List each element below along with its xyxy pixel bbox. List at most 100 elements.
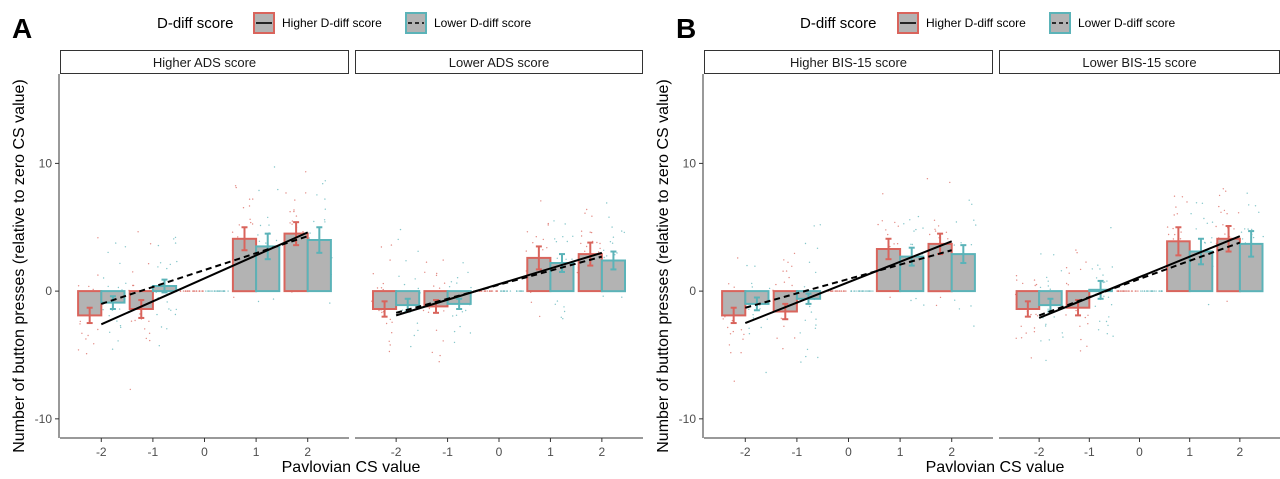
raw-point <box>881 220 883 222</box>
raw-point <box>889 296 891 298</box>
raw-point <box>470 286 472 289</box>
raw-point <box>1186 201 1188 203</box>
y-axis-title-a: Number of button presses (relative to ze… <box>11 79 28 453</box>
raw-point <box>211 290 213 292</box>
raw-point <box>291 223 293 225</box>
raw-point <box>740 329 743 331</box>
raw-point <box>1105 320 1108 323</box>
raw-point <box>1175 206 1177 208</box>
raw-point <box>235 186 237 189</box>
raw-point <box>589 231 591 233</box>
raw-point <box>1040 253 1042 255</box>
raw-point <box>525 250 527 252</box>
raw-point <box>1065 282 1068 285</box>
raw-point <box>285 192 287 194</box>
raw-point <box>1035 313 1037 316</box>
raw-point <box>119 325 122 327</box>
raw-point <box>934 228 936 230</box>
raw-point <box>1036 315 1039 317</box>
raw-point <box>752 317 755 319</box>
legend-key-higher-b <box>897 12 919 34</box>
raw-point <box>157 266 159 268</box>
raw-point <box>77 349 80 351</box>
raw-point <box>1195 228 1197 230</box>
raw-point <box>1065 267 1068 269</box>
raw-point <box>728 344 731 346</box>
raw-point <box>1033 279 1036 281</box>
raw-point <box>1062 336 1064 338</box>
raw-point <box>933 219 936 221</box>
raw-point <box>845 290 847 292</box>
raw-point <box>947 238 949 240</box>
raw-point <box>1079 268 1082 271</box>
raw-point <box>751 282 753 285</box>
raw-point <box>506 290 508 292</box>
raw-point <box>805 355 807 358</box>
raw-point <box>210 290 212 292</box>
fit-line-higher <box>1038 235 1241 319</box>
raw-point <box>783 259 785 261</box>
raw-point <box>481 290 483 292</box>
raw-point <box>606 202 608 204</box>
raw-point <box>621 296 623 298</box>
raw-point <box>93 343 95 345</box>
raw-point <box>130 320 133 322</box>
panel-letter-b: B <box>676 13 696 44</box>
raw-point <box>1044 325 1047 327</box>
raw-point <box>413 334 415 337</box>
y-tick-label: -10 <box>679 412 697 426</box>
raw-point <box>491 290 494 292</box>
raw-point <box>250 221 252 224</box>
raw-point <box>732 330 734 333</box>
raw-point <box>733 380 735 382</box>
raw-point <box>935 304 938 307</box>
raw-point <box>295 215 298 217</box>
raw-point <box>88 285 90 288</box>
raw-point <box>970 305 972 307</box>
raw-point <box>819 224 821 226</box>
raw-point <box>450 281 453 283</box>
legend-key-lower-a <box>405 12 427 34</box>
raw-point <box>1218 194 1221 197</box>
raw-point <box>783 325 785 327</box>
raw-point <box>1233 228 1235 230</box>
raw-point <box>227 290 229 292</box>
raw-point <box>793 252 796 255</box>
x-tick-label: 2 <box>599 445 606 459</box>
raw-point <box>926 178 929 180</box>
raw-point <box>1116 290 1118 292</box>
raw-point <box>1158 290 1161 292</box>
raw-point <box>1111 266 1114 268</box>
raw-point <box>1127 290 1130 292</box>
raw-point <box>1190 213 1192 215</box>
raw-point <box>1107 324 1109 327</box>
raw-point <box>737 257 739 259</box>
raw-point <box>397 238 399 241</box>
raw-point <box>1120 290 1122 292</box>
raw-point <box>405 260 407 262</box>
raw-point <box>380 287 383 289</box>
raw-point <box>751 286 753 288</box>
raw-point <box>519 290 521 292</box>
facet-strip-label: Higher BIS-15 score <box>790 55 907 70</box>
raw-point <box>1047 285 1050 287</box>
raw-point <box>1094 305 1097 307</box>
fit-line-lower <box>1038 241 1241 317</box>
y-tick-label: 0 <box>45 284 52 298</box>
raw-point <box>1110 304 1113 306</box>
raw-point <box>580 235 583 237</box>
raw-point <box>195 290 198 292</box>
raw-point <box>148 320 150 322</box>
raw-point <box>186 290 188 292</box>
raw-point <box>1251 228 1253 231</box>
raw-point <box>391 321 393 323</box>
raw-point <box>273 166 276 168</box>
raw-point <box>382 288 384 291</box>
raw-point <box>612 236 615 238</box>
raw-point <box>760 326 762 329</box>
raw-point <box>1118 290 1120 292</box>
raw-point <box>554 303 556 305</box>
raw-point <box>804 319 806 321</box>
raw-point <box>166 267 168 270</box>
raw-point <box>313 220 315 223</box>
